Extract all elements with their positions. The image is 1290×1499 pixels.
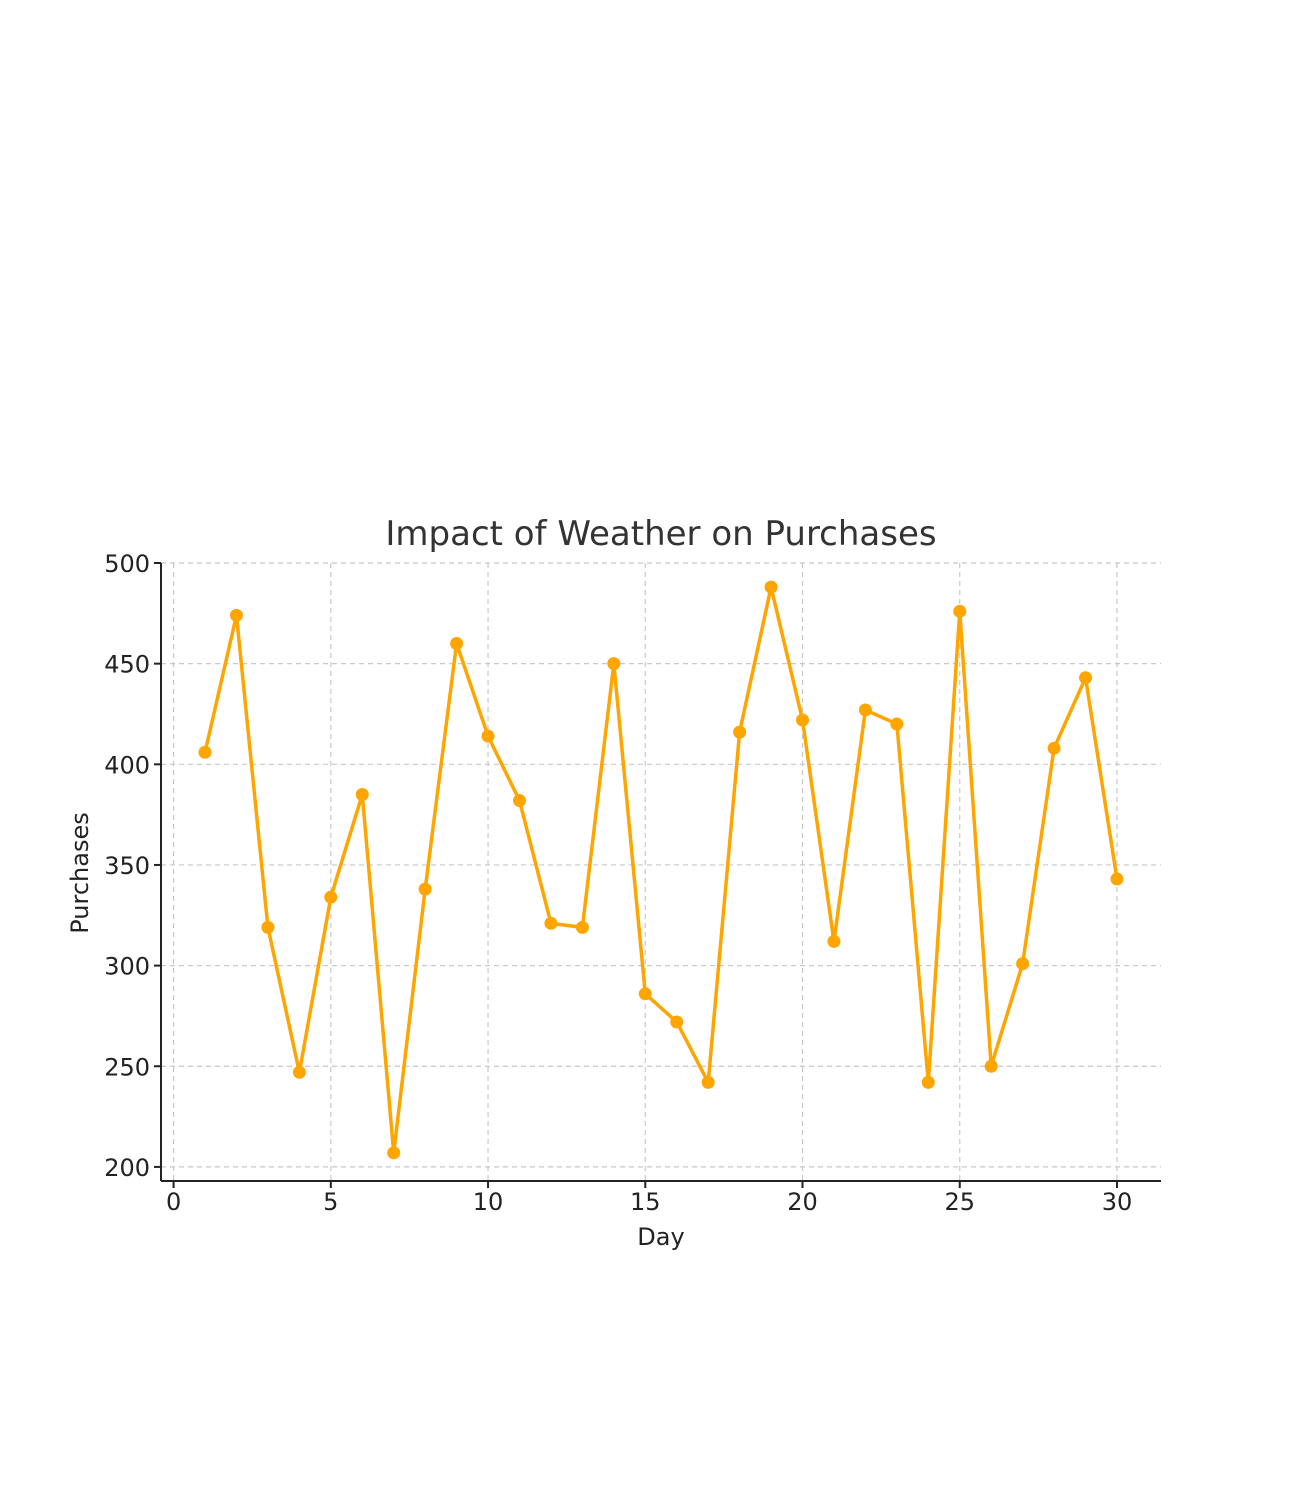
data-point — [607, 657, 621, 671]
series-layer — [198, 580, 1124, 1160]
data-point — [858, 703, 872, 717]
y-tick-label: 450 — [104, 651, 150, 679]
data-point — [198, 745, 212, 759]
grid-lines — [161, 562, 1161, 1181]
data-point — [638, 987, 652, 1001]
data-point — [575, 920, 589, 934]
y-tick-label: 500 — [104, 550, 150, 578]
data-point — [481, 729, 495, 743]
x-axis-label: Day — [637, 1223, 684, 1251]
data-point — [292, 1065, 306, 1079]
y-axis-ticks: 200 250 300 350 400 450 500 — [104, 550, 161, 1182]
data-point — [796, 713, 810, 727]
x-tick-label: 5 — [323, 1188, 338, 1216]
y-tick-label: 350 — [104, 852, 150, 880]
data-point — [1016, 957, 1030, 971]
x-tick-label: 10 — [473, 1188, 504, 1216]
data-point — [733, 725, 747, 739]
y-tick-label: 300 — [104, 953, 150, 981]
data-point — [1079, 671, 1093, 685]
y-tick-label: 400 — [104, 751, 150, 779]
data-point — [544, 916, 558, 930]
x-tick-label: 20 — [787, 1188, 818, 1216]
data-point — [953, 604, 967, 618]
data-point — [387, 1146, 401, 1160]
data-point — [670, 1015, 684, 1029]
axes — [160, 563, 1161, 1182]
data-point — [450, 637, 464, 651]
y-axis-label: Purchases — [66, 812, 94, 934]
x-axis-ticks: 0 5 10 15 20 25 30 — [166, 1181, 1132, 1216]
data-point — [890, 717, 904, 731]
series-line — [203, 585, 1119, 1155]
y-tick-label: 250 — [104, 1053, 150, 1081]
x-tick-label: 30 — [1102, 1188, 1133, 1216]
x-tick-label: 0 — [166, 1188, 181, 1216]
chart-title: Impact of Weather on Purchases — [385, 514, 936, 554]
data-point — [229, 608, 243, 622]
x-tick-label: 25 — [944, 1188, 975, 1216]
data-point — [701, 1075, 715, 1089]
data-point — [764, 580, 778, 594]
data-point — [1110, 872, 1124, 886]
x-tick-label: 15 — [630, 1188, 661, 1216]
data-point — [512, 794, 526, 808]
data-point — [827, 934, 841, 948]
data-point — [355, 787, 369, 801]
data-point — [418, 882, 432, 896]
data-point — [261, 920, 275, 934]
data-point — [324, 890, 338, 904]
data-point — [921, 1075, 935, 1089]
y-tick-label: 200 — [104, 1154, 150, 1182]
data-point — [1047, 741, 1061, 755]
data-point — [984, 1059, 998, 1073]
